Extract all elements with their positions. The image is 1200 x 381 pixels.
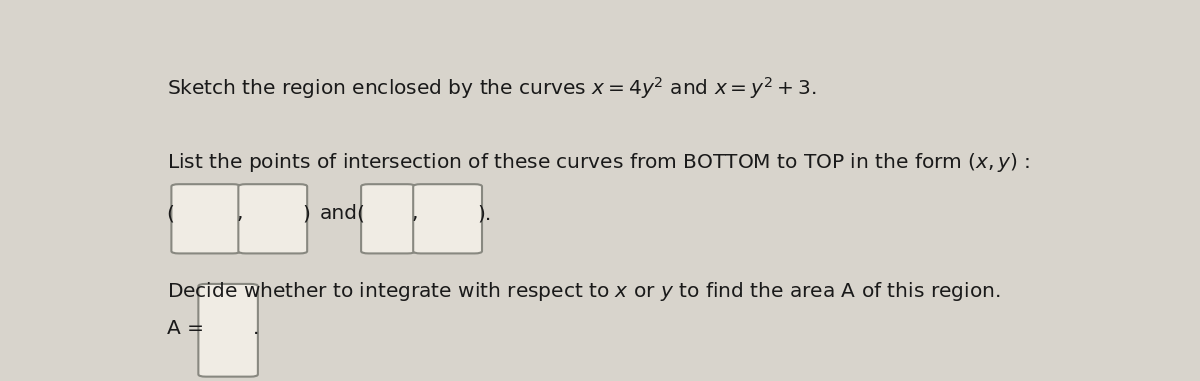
Text: ): ) <box>302 204 311 223</box>
Text: and: and <box>319 204 358 223</box>
Text: A =: A = <box>167 319 204 338</box>
Text: ).: ). <box>478 204 492 223</box>
Text: Decide whether to integrate with respect to $x$ or $y$ to find the area A of thi: Decide whether to integrate with respect… <box>167 280 1000 303</box>
Text: (: ( <box>356 204 365 223</box>
FancyBboxPatch shape <box>198 284 258 377</box>
Text: (: ( <box>167 204 175 223</box>
Text: List the points of intersection of these curves from BOTTOM to TOP in the form $: List the points of intersection of these… <box>167 151 1031 174</box>
Text: ,: , <box>236 204 242 223</box>
Text: Sketch the region enclosed by the curves $x = 4y^2$ and $x = y^2 + 3$.: Sketch the region enclosed by the curves… <box>167 75 816 101</box>
Text: .: . <box>253 319 259 338</box>
FancyBboxPatch shape <box>239 184 307 253</box>
FancyBboxPatch shape <box>413 184 482 253</box>
FancyBboxPatch shape <box>361 184 415 253</box>
FancyBboxPatch shape <box>172 184 240 253</box>
Text: ,: , <box>412 204 418 223</box>
